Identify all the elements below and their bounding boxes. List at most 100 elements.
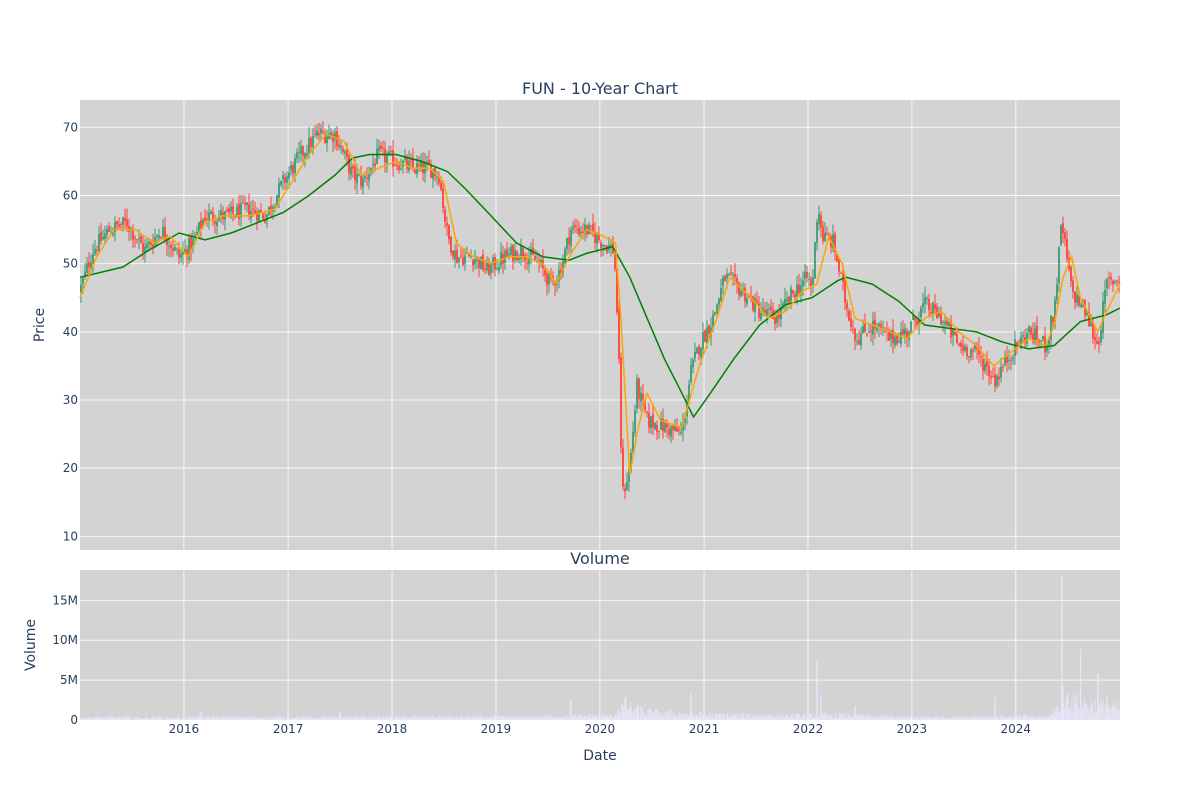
candle-body xyxy=(644,400,646,411)
candle xyxy=(846,299,848,317)
volume-bar xyxy=(230,716,232,720)
volume-bar xyxy=(1094,700,1096,720)
volume-bar xyxy=(796,713,798,720)
volume-bar xyxy=(885,715,887,720)
candle-body xyxy=(1080,304,1082,308)
volume-bar xyxy=(710,716,712,720)
volume-bar xyxy=(196,715,198,720)
candle xyxy=(318,122,320,141)
volume-bar xyxy=(487,717,489,720)
candle-body xyxy=(1050,315,1052,340)
volume-bar xyxy=(721,715,723,720)
candle xyxy=(800,277,802,303)
volume-bar xyxy=(576,717,578,720)
candle xyxy=(1096,333,1098,345)
volume-bar xyxy=(728,717,730,720)
candle xyxy=(926,295,928,305)
volume-bar xyxy=(594,716,596,720)
candle-body xyxy=(146,243,148,249)
volume-bar xyxy=(670,710,672,720)
candle-body xyxy=(444,209,446,222)
volume-bar xyxy=(928,717,930,720)
volume-bar xyxy=(917,717,919,720)
candle-body xyxy=(658,430,660,432)
candle-body xyxy=(702,332,704,350)
candle-body xyxy=(638,378,640,400)
volume-bar xyxy=(356,716,358,720)
volume-bar xyxy=(855,713,857,720)
candle-body xyxy=(412,158,414,168)
volume-bar xyxy=(595,715,597,720)
volume-bar xyxy=(983,718,985,720)
candle-body xyxy=(528,257,530,265)
volume-bar xyxy=(671,716,673,720)
candle-body xyxy=(716,304,718,313)
volume-bar xyxy=(521,715,523,720)
candle-body xyxy=(888,331,890,341)
volume-bar xyxy=(781,717,783,720)
volume-bar xyxy=(875,717,876,720)
candle xyxy=(220,203,222,224)
volume-bar xyxy=(890,716,891,720)
candle xyxy=(1014,330,1016,365)
volume-bar xyxy=(149,718,151,720)
volume-bar xyxy=(291,718,293,720)
candle-body xyxy=(1040,340,1042,342)
volume-bar xyxy=(643,712,645,720)
candle xyxy=(146,237,148,251)
volume-bar xyxy=(861,716,863,720)
candle-body xyxy=(940,314,942,325)
volume-bar xyxy=(231,717,233,720)
candle xyxy=(534,249,536,262)
volume-bar xyxy=(181,718,183,720)
candle-body xyxy=(1056,284,1058,300)
volume-bar xyxy=(132,718,133,720)
volume-bar xyxy=(783,716,785,720)
volume-bar xyxy=(150,717,152,720)
candle-body xyxy=(294,158,296,174)
volume-bar xyxy=(851,715,853,720)
candle-body xyxy=(142,242,144,253)
candle-body xyxy=(930,312,932,314)
candle-body xyxy=(790,288,792,301)
volume-bar xyxy=(657,709,659,720)
candle xyxy=(904,323,906,344)
candle xyxy=(302,144,304,165)
volume-bar xyxy=(810,713,812,720)
candle-body xyxy=(670,426,672,437)
volume-bar xyxy=(261,717,263,720)
candle-body xyxy=(334,132,336,140)
candle xyxy=(380,141,382,152)
volume-bar xyxy=(908,716,910,720)
candle-body xyxy=(1004,355,1006,366)
candle-body xyxy=(88,261,90,268)
x-axis-title: Date xyxy=(583,748,616,764)
price-y-tick-label: 50 xyxy=(63,257,78,271)
volume-bar xyxy=(336,717,338,720)
candle xyxy=(812,268,814,293)
candle xyxy=(718,297,720,311)
volume-bar xyxy=(1091,700,1093,720)
volume-bar xyxy=(937,716,939,720)
candle xyxy=(498,262,500,275)
volume-bar xyxy=(705,714,707,720)
volume-bar xyxy=(318,718,319,720)
volume-bar xyxy=(205,716,207,720)
volume-spike-bar xyxy=(1067,694,1069,720)
volume-bar xyxy=(799,718,801,720)
volume-bar xyxy=(612,716,614,720)
candle xyxy=(808,272,810,287)
candle xyxy=(468,254,470,258)
candle-body xyxy=(206,218,208,220)
candle-body xyxy=(616,268,618,313)
volume-bar xyxy=(766,715,768,720)
volume-spike-bar xyxy=(200,712,202,720)
candle xyxy=(492,254,494,274)
candle-body xyxy=(892,329,894,344)
volume-bar xyxy=(138,716,140,720)
candle-body xyxy=(512,245,514,262)
candle xyxy=(360,165,362,190)
volume-bar xyxy=(321,716,323,720)
candle xyxy=(100,223,102,245)
volume-bar xyxy=(952,717,954,720)
